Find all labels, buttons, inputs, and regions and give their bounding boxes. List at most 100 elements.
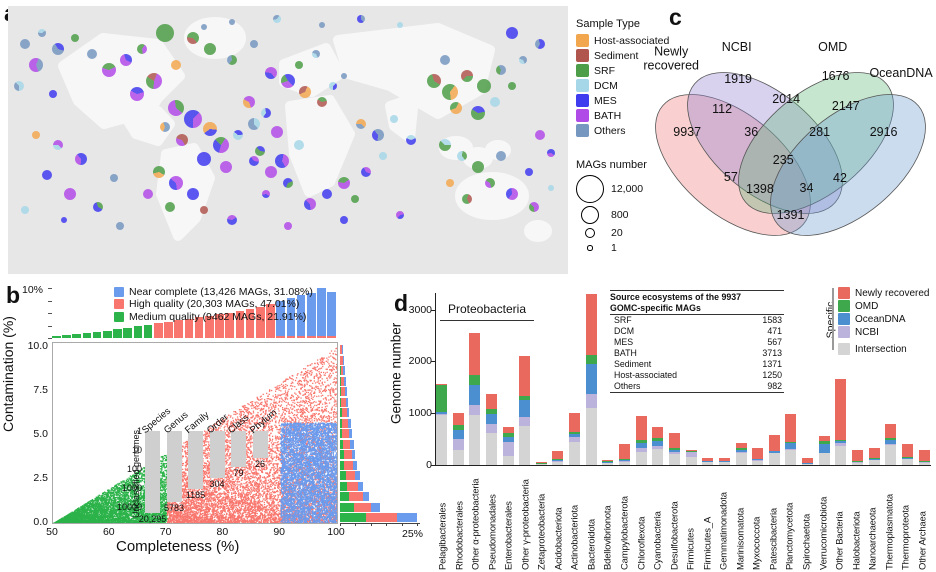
sample-pie-marker (53, 140, 64, 151)
taxa-bar-segment-newly (535, 462, 547, 464)
sample-pie-marker (159, 121, 170, 132)
sample-pie-marker (312, 50, 320, 59)
size-legend-label: 800 (611, 209, 629, 221)
taxa-bar-segment-newly (569, 412, 581, 432)
sample-pie-marker (495, 151, 506, 162)
y-axis-label: Contamination (%) (0, 316, 16, 432)
taxa-bar-segment-oceandna (519, 400, 531, 417)
taxa-bar-segment-intersection (519, 425, 531, 465)
size-legend-item: 800 (576, 206, 670, 224)
taxa-x-label: Other Bacteria (834, 511, 846, 570)
taxa-x-label: Cyanobacteria (652, 511, 664, 570)
taxa-legend-item: OMD (838, 300, 936, 312)
sample-pie-marker (462, 193, 473, 204)
taxa-y-tick: 2000 (408, 355, 432, 368)
table-ecosystem: DCM (614, 326, 635, 337)
taxa-bar-segment-oceandna (552, 459, 564, 462)
legend-swatch (576, 49, 589, 62)
sample-pie-marker (153, 166, 166, 179)
table-count: 471 (767, 326, 782, 337)
taxa-bar-segment-oceandna (901, 457, 913, 459)
legend-label: Near complete (13,426 MAGs, 31.08%) (129, 285, 313, 298)
taxa-bar-segment-newly (436, 384, 447, 385)
taxa-bar-planctomycetota (785, 413, 797, 465)
taxa-x-label: Chloroflexota (636, 516, 648, 570)
legend-swatch (838, 343, 850, 355)
right-hist-axis (340, 523, 420, 524)
venn-count: 1391 (776, 208, 805, 223)
venn-count: 34 (799, 180, 814, 195)
taxa-bar-segment-intersection (452, 450, 464, 465)
taxa-bar-segment-intersection (768, 453, 780, 465)
taxa-bar-segment-intersection (552, 461, 564, 465)
sample-type-legend-item: Host-associated (576, 34, 670, 47)
scatter-y-tick: 7.5 (33, 383, 48, 396)
taxa-x-label: Thermoproteota (900, 505, 912, 570)
sample-pie-marker (200, 205, 208, 214)
taxa-y-axis (435, 293, 437, 466)
taxa-bar-segment-newly (585, 293, 597, 356)
scatter-y-tick: 10.0 (27, 339, 48, 352)
inset-bar (188, 431, 203, 490)
table-ecosystem: BATH (614, 348, 637, 359)
sample-pie-marker (355, 118, 366, 129)
taxa-bar-segment-omd (519, 396, 531, 401)
top-hist-bar (52, 335, 61, 338)
taxa-bar-segment-omd (901, 456, 913, 458)
specific-bracket-label: Specific (824, 301, 837, 339)
legend-label: OMD (855, 300, 879, 312)
taxa-x-label: Acidobacteriota (553, 507, 565, 570)
sample-pie-marker (294, 140, 305, 151)
taxa-bar-nanoarchaeota (868, 448, 880, 465)
taxa-bar-segment-oceandna (752, 459, 764, 461)
legend-swatch (576, 34, 589, 47)
venn-set-label: Newly recovered (643, 44, 699, 73)
legend-label: Medium quality (9462 MAGs, 21.91%) (129, 310, 307, 323)
sample-pie-marker (250, 39, 259, 48)
taxa-bar-segment-newly (901, 443, 913, 457)
sample-pie-marker (145, 73, 162, 90)
taxa-bar-segment-newly (835, 379, 847, 440)
sample-pie-marker (529, 202, 540, 212)
legend-label: Others (594, 124, 626, 137)
size-legend-item: 12,000 (576, 175, 670, 203)
inset-value-label: 79 (233, 468, 244, 479)
legend-label: High quality (20,303 MAGs, 47.01%) (129, 298, 300, 310)
taxa-bar-segment-oceandna (602, 461, 614, 463)
taxa-bar-segment-ncbi (635, 447, 647, 453)
taxa-bar-segment-newly (735, 442, 747, 449)
taxa-bar-segment-newly (502, 426, 514, 434)
sample-pie-marker (37, 28, 46, 37)
taxa-bar-segment-newly (485, 393, 497, 410)
right-hist-axis-tick (370, 523, 372, 526)
taxa-x-label: Firmicutes (685, 528, 697, 570)
sample-pie-marker (42, 169, 53, 180)
right-hist-bar (340, 376, 428, 386)
taxa-bar-segment-omd (502, 433, 514, 438)
sample-pie-marker (461, 69, 474, 82)
taxa-bar-segment-ncbi (652, 446, 664, 450)
taxa-bar-segment-intersection (569, 441, 581, 465)
venn-count: 1398 (746, 181, 774, 196)
sample-pie-marker (171, 59, 181, 70)
sample-pie-marker (197, 151, 211, 166)
top-hist-bar (256, 306, 265, 338)
sample-pie-marker (298, 85, 311, 98)
sample-pie-marker (506, 26, 518, 39)
inset-bar (209, 431, 225, 479)
top-hist-bar (307, 292, 316, 338)
sample-pie-marker (275, 154, 290, 169)
taxa-bar-actinobacteriota (569, 412, 581, 465)
taxa-bar-segment-oceandna (436, 412, 447, 415)
taxa-bar-segment-intersection (485, 433, 497, 465)
sample-pie-marker (129, 87, 144, 102)
sample-pie-marker (255, 145, 265, 156)
sample-pie-marker (186, 187, 199, 200)
top-hist-bar (174, 320, 183, 338)
right-hist-bar (340, 366, 428, 375)
panel-d-label: d (394, 290, 409, 316)
inset-y-tick: 100 (126, 464, 142, 474)
taxa-legend-item: Newly recovered (838, 287, 936, 299)
taxa-bar-segment-newly (552, 451, 564, 460)
inset-y-tick: 1 (136, 426, 142, 436)
